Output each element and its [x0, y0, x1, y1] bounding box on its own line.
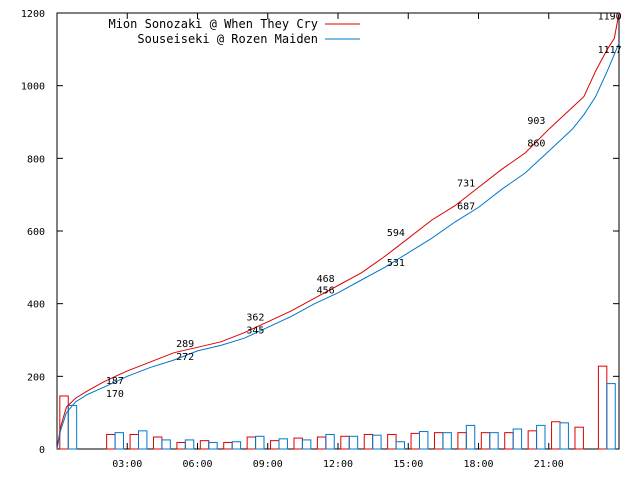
hourly-bar — [465, 424, 476, 450]
hourly-bar — [293, 437, 303, 450]
legend-label: Souseiseki @ Rozen Maiden — [137, 32, 318, 46]
hourly-bar — [348, 435, 359, 450]
hourly-bar — [114, 432, 125, 450]
hourly-bar — [301, 439, 312, 450]
x-axis: 03:00 06:00 09:00 12:00 15:00 18:00 21:00 — [112, 13, 564, 470]
data-label: 1117 — [598, 45, 622, 56]
data-label: 1190 — [598, 12, 622, 23]
data-label: 289 — [176, 339, 194, 350]
hourly-bar — [152, 436, 163, 450]
hourly-bar — [433, 432, 444, 450]
y-tick-label: 1200 — [21, 9, 45, 20]
hourly-bar — [597, 365, 608, 450]
hourly-bar — [559, 422, 569, 450]
hourly-bar — [489, 432, 499, 450]
data-label: 531 — [387, 258, 405, 269]
hourly-bar — [410, 432, 420, 450]
y-axis: 0 200 400 600 800 1000 1200 — [21, 9, 619, 456]
plot-frame — [56, 12, 620, 450]
hourly-bar — [418, 431, 429, 450]
data-label: 468 — [317, 274, 335, 285]
hourly-bar — [270, 440, 280, 450]
cumulative-lines — [56, 12, 620, 450]
hourly-bar — [457, 432, 467, 450]
x-tick-label: 15:00 — [393, 459, 423, 470]
hourly-bar — [536, 424, 546, 450]
hourly-bar — [106, 433, 116, 450]
data-label: 345 — [246, 326, 264, 337]
hourly-bars — [59, 365, 616, 450]
y-tick-label: 1000 — [21, 82, 45, 93]
hourly-bar — [137, 430, 148, 450]
series-line — [56, 12, 620, 450]
data-label: 170 — [106, 389, 124, 400]
legend: Mion Sonozaki @ When They CrySouseiseki … — [108, 17, 360, 46]
x-tick-label: 12:00 — [323, 459, 353, 470]
hourly-bar — [606, 383, 616, 450]
hourly-bar — [278, 438, 288, 450]
hourly-bar — [363, 433, 374, 450]
y-tick-label: 400 — [27, 300, 45, 311]
hourly-bar — [512, 428, 523, 450]
data-label: 187 — [106, 376, 124, 387]
hourly-bar — [176, 441, 186, 450]
data-label: 903 — [527, 116, 545, 127]
hourly-bar — [231, 441, 242, 450]
series-line — [56, 43, 620, 450]
hourly-bar — [246, 436, 257, 450]
y-tick-label: 0 — [39, 445, 45, 456]
hourly-bar — [551, 421, 561, 450]
x-tick-label: 21:00 — [534, 459, 564, 470]
y-tick-label: 800 — [27, 154, 45, 165]
x-tick-label: 18:00 — [463, 459, 493, 470]
hourly-bar — [480, 432, 491, 450]
hourly-bar — [59, 395, 69, 450]
hourly-bar — [325, 433, 335, 450]
x-tick-label: 03:00 — [112, 459, 142, 470]
hourly-bar — [574, 426, 584, 450]
y-tick-label: 600 — [27, 227, 45, 238]
y-tick-label: 200 — [27, 372, 45, 383]
data-label: 456 — [317, 285, 335, 296]
hourly-bar — [208, 441, 218, 450]
data-label: 687 — [457, 201, 475, 212]
data-label: 731 — [457, 178, 475, 189]
x-tick-label: 06:00 — [182, 459, 212, 470]
hourly-bar — [504, 432, 514, 450]
hourly-bar — [395, 441, 406, 450]
hourly-bar — [372, 434, 382, 450]
hourly-bar — [442, 432, 452, 450]
hourly-bar — [184, 439, 195, 450]
hourly-bar — [129, 433, 139, 450]
legend-label: Mion Sonozaki @ When They Cry — [108, 17, 318, 31]
hourly-bar — [387, 433, 397, 450]
hourly-bar — [223, 441, 233, 450]
hourly-bar — [67, 404, 78, 450]
point-labels: 187 289 362 468 594 731 903 1190 170 272 345 456 531… — [106, 12, 622, 401]
x-tick-label: 09:00 — [253, 459, 283, 470]
hourly-bar — [161, 439, 171, 450]
data-label: 362 — [246, 312, 264, 323]
hourly-bar — [199, 440, 210, 450]
hourly-bar — [255, 435, 265, 450]
hourly-bar — [340, 435, 350, 450]
data-label: 272 — [176, 352, 194, 363]
data-label: 860 — [527, 139, 545, 150]
hourly-bar — [527, 430, 538, 450]
hourly-bar — [316, 436, 327, 450]
data-label: 594 — [387, 228, 405, 239]
